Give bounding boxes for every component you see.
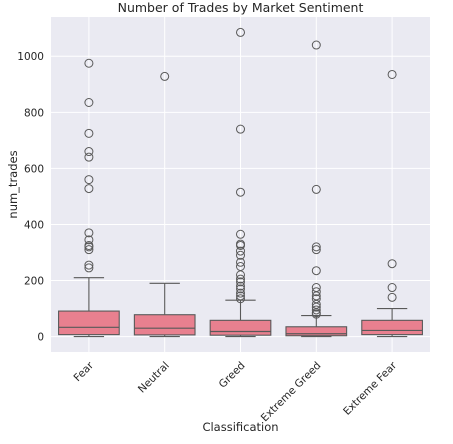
- x-tick-label: Fear: [71, 359, 96, 384]
- outlier-point: [236, 284, 245, 294]
- outlier-point: [236, 27, 245, 37]
- outlier-point: [84, 175, 94, 185]
- outlier-point: [84, 235, 94, 245]
- outlier-point: [84, 147, 94, 157]
- y-axis: 0 200 400 600 800 1000: [17, 51, 44, 343]
- box-iqr: [361, 319, 423, 336]
- outlier-point: [236, 261, 245, 271]
- outlier-point: [236, 250, 245, 260]
- outlier-point: [84, 184, 94, 194]
- outlier-point: [236, 288, 245, 298]
- outlier-point: [387, 283, 397, 293]
- y-tick-label: 200: [24, 276, 44, 288]
- outlier-point: [84, 260, 94, 270]
- box-greed: [209, 27, 272, 338]
- outlier-point: [236, 277, 245, 287]
- outlier-point: [84, 58, 94, 68]
- outlier-point: [311, 184, 321, 194]
- x-tick-label: Extreme Greed: [259, 360, 324, 425]
- y-tick-label: 800: [24, 107, 44, 119]
- outlier-point: [84, 98, 94, 108]
- box-neutral: [133, 71, 196, 338]
- outlier-point: [236, 294, 245, 304]
- y-tick-label: 600: [24, 163, 44, 175]
- outlier-point: [311, 266, 321, 276]
- outlier-point: [236, 291, 245, 301]
- y-tick-label: 400: [24, 219, 44, 231]
- outlier-point: [236, 124, 245, 134]
- box-extreme-fear: [361, 69, 423, 338]
- outlier-point: [84, 128, 94, 138]
- y-tick-label: 0: [37, 332, 44, 344]
- outlier-point: [311, 40, 321, 50]
- x-tick-label: Extreme Fear: [341, 359, 400, 418]
- outlier-point: [236, 187, 245, 197]
- x-axis-label: Classification: [202, 420, 278, 434]
- outlier-point: [311, 242, 321, 252]
- outlier-point: [84, 228, 94, 238]
- outlier-point: [387, 259, 397, 269]
- chart-title: Number of Trades by Market Sentiment: [118, 0, 364, 15]
- y-axis-label: num_trades: [6, 150, 20, 218]
- outlier-point: [311, 305, 321, 315]
- box-fear: [58, 58, 120, 338]
- outlier-point: [236, 246, 245, 256]
- outlier-point: [311, 283, 321, 293]
- outlier-point: [236, 281, 245, 291]
- outlier-point: [311, 245, 321, 255]
- outlier-point: [84, 152, 94, 162]
- outlier-point: [236, 229, 245, 239]
- outlier-point: [84, 245, 94, 255]
- outlier-point: [387, 292, 397, 302]
- outlier-point: [84, 263, 94, 273]
- x-tick-label: Greed: [217, 360, 248, 391]
- outlier-point: [236, 239, 245, 249]
- outlier-point: [160, 71, 170, 81]
- box-iqr: [209, 319, 272, 336]
- outlier-point: [84, 240, 94, 250]
- x-tick-label: Neutral: [136, 360, 172, 396]
- box-extreme-greed: [285, 40, 348, 338]
- outlier-point: [311, 294, 321, 304]
- y-tick-label: 1000: [17, 51, 44, 63]
- box-iqr: [58, 310, 120, 336]
- box-series: [58, 27, 423, 338]
- outlier-point: [236, 274, 245, 284]
- outlier-point: [236, 257, 245, 267]
- outlier-point: [387, 69, 397, 79]
- outlier-point: [311, 287, 321, 297]
- x-axis: Fear Neutral Greed Extreme Greed Extreme Fea…: [71, 359, 399, 424]
- box-iqr: [133, 314, 196, 336]
- box-iqr: [285, 326, 348, 337]
